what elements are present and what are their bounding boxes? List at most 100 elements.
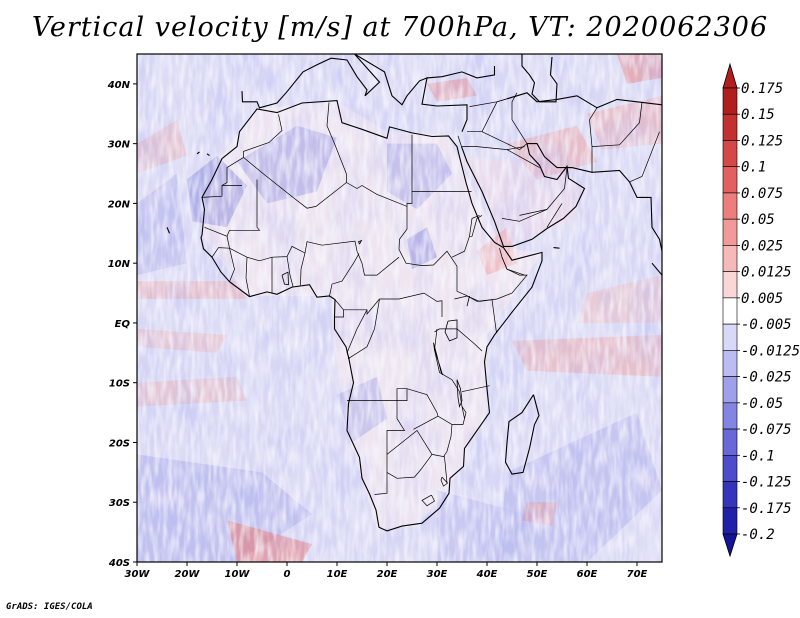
colorbar-lower-arrow xyxy=(722,533,738,558)
country-border xyxy=(481,131,528,151)
x-tick-label: 30W xyxy=(125,569,151,580)
country-border xyxy=(211,247,230,258)
country-border xyxy=(511,92,528,144)
country-border xyxy=(398,206,497,334)
country-border xyxy=(451,215,480,258)
lake-outline xyxy=(357,239,363,245)
colorbar-label: -0.025 xyxy=(741,370,792,386)
colorbar-swatch xyxy=(722,402,738,430)
country-border xyxy=(329,253,360,297)
colorbar-swatch xyxy=(722,428,738,456)
country-border xyxy=(347,298,380,360)
colorbar-label: -0.05 xyxy=(741,396,783,412)
country-border xyxy=(347,328,465,425)
colorbar-label: 0.075 xyxy=(741,186,783,202)
y-tick-label: 10N xyxy=(108,259,131,270)
lake-outline xyxy=(444,319,458,342)
colorbar-swatch xyxy=(722,376,738,404)
x-axis-ticks: 30W 20W 10W 0 10E 20E 30E 40E 50E 60E 70E xyxy=(125,562,648,580)
country-border xyxy=(346,352,350,359)
coastline xyxy=(460,143,586,247)
country-border xyxy=(629,131,660,183)
coastline xyxy=(506,92,662,109)
x-tick-label: 30E xyxy=(427,569,448,580)
country-border xyxy=(469,215,483,237)
country-border xyxy=(546,203,563,228)
coastline xyxy=(166,227,171,234)
y-tick-label: 20N xyxy=(108,199,131,210)
colorbar-label: -0.075 xyxy=(741,422,792,438)
colorbar-swatch xyxy=(722,113,738,141)
coastline xyxy=(200,100,543,532)
country-border xyxy=(286,256,294,287)
country-border xyxy=(346,309,368,353)
country-border xyxy=(457,135,462,147)
country-border xyxy=(501,209,548,222)
country-border xyxy=(386,388,408,473)
colorbar-label: 0.125 xyxy=(741,133,783,149)
colorbar-label: -0.175 xyxy=(741,501,792,517)
x-tick-label: 10E xyxy=(327,569,348,580)
coastline xyxy=(504,394,540,475)
credit-text: GrADS: IGES/COLA xyxy=(6,602,93,612)
coastline xyxy=(553,247,560,249)
coastlines-and-borders xyxy=(166,54,662,532)
country-border xyxy=(226,179,261,237)
colorbar-swatch xyxy=(722,166,738,194)
colorbar-swatch xyxy=(722,245,738,272)
country-border xyxy=(589,107,598,173)
country-border xyxy=(506,149,540,168)
colorbar-swatch xyxy=(722,87,738,115)
field-texture-streaks xyxy=(137,54,662,562)
colorbar-swatch xyxy=(722,192,738,220)
lake-outline xyxy=(456,379,463,409)
country-border xyxy=(469,98,508,107)
country-border xyxy=(591,101,643,147)
colorbar-label: -0.005 xyxy=(741,317,792,333)
colorbar-label: -0.2 xyxy=(741,527,775,543)
x-tick-label: 10W xyxy=(225,569,251,580)
colorbar-swatch xyxy=(722,218,738,246)
colorbar-swatch xyxy=(722,350,738,377)
country-border xyxy=(386,454,433,479)
colorbar-label: 0.175 xyxy=(741,81,783,97)
lake-outline xyxy=(466,295,470,307)
map-frame xyxy=(136,53,663,563)
map-area xyxy=(137,54,662,562)
country-border xyxy=(374,472,388,495)
colorbar-swatch xyxy=(722,271,738,299)
country-border xyxy=(229,248,235,282)
coastline xyxy=(521,54,558,103)
country-border xyxy=(501,257,525,276)
lake-outline xyxy=(433,342,443,376)
y-tick-label: 20S xyxy=(109,438,130,449)
y-tick-label: EQ xyxy=(115,319,131,330)
x-tick-label: 0 xyxy=(284,569,291,580)
country-border xyxy=(334,309,344,318)
plot-title: Vertical velocity [m/s] at 700hPa, VT: 2… xyxy=(31,12,769,43)
y-tick-label: 40S xyxy=(108,558,130,569)
coastline xyxy=(206,153,210,157)
coastline xyxy=(196,151,200,155)
country-border xyxy=(443,424,453,457)
colorbar-swatch xyxy=(722,297,738,325)
x-tick-label: 40E xyxy=(476,569,498,580)
colorbar-label: 0.005 xyxy=(741,291,783,307)
country-border xyxy=(300,252,306,286)
y-tick-label: 30S xyxy=(109,498,130,509)
colorbar-label: -0.1 xyxy=(741,448,775,464)
x-tick-label: 60E xyxy=(577,569,598,580)
coastline xyxy=(241,54,468,132)
country-border xyxy=(461,385,490,393)
coastline xyxy=(527,143,662,252)
colorbar-upper-arrow xyxy=(722,62,738,89)
y-tick-label: 10S xyxy=(109,379,130,390)
country-border xyxy=(243,102,347,209)
colorbar-swatch xyxy=(722,140,738,168)
colorbar-label: 0.15 xyxy=(741,107,775,123)
colorbar: 0.175 0.15 0.125 0.1 0.075 0.05 0.025 0.0125 0.0… xyxy=(722,62,800,558)
x-tick-label: 20E xyxy=(377,569,398,580)
country-border xyxy=(519,167,568,216)
x-tick-label: 70E xyxy=(627,569,648,580)
